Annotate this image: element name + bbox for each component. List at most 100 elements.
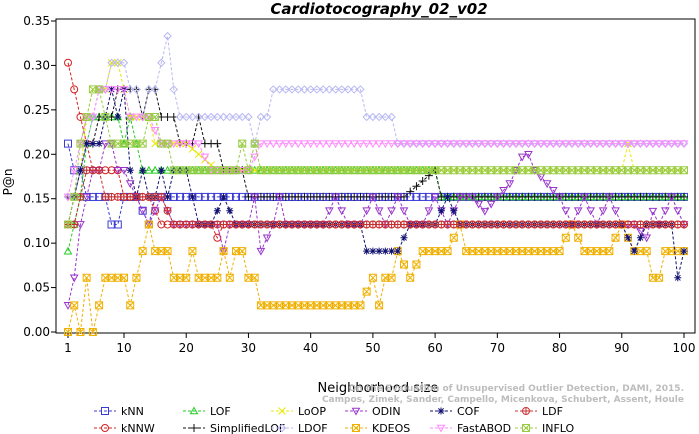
point-inflo-16: [163, 139, 172, 148]
point-cof-92: [636, 234, 644, 242]
point-simplifiedlof-24: [213, 139, 222, 148]
point-fastabod-52: [387, 140, 396, 149]
point-fastabod-69: [492, 140, 502, 149]
point-kdeos-4: [88, 328, 97, 336]
point-ldof-47: [356, 85, 365, 94]
point-cof-54: [400, 234, 408, 242]
point-fastabod-18: [175, 140, 185, 149]
point-kdeos-9: [120, 273, 128, 282]
point-odin-63: [455, 193, 465, 202]
point-fastabod-61: [443, 140, 452, 149]
point-ldf-91: [630, 220, 639, 229]
point-fastabod-10: [125, 113, 135, 122]
point-ldof-8: [113, 58, 122, 67]
point-fastabod-8: [113, 86, 123, 94]
point-ldof-40: [312, 85, 322, 94]
point-simplifiedlof-58: [424, 171, 433, 180]
point-fastabod-46: [349, 140, 359, 149]
point-fastabod-20: [188, 140, 197, 149]
point-kdeos-5: [95, 301, 104, 310]
point-ldf-93: [642, 220, 651, 229]
point-loop-21: [194, 150, 203, 159]
point-inflo-14: [151, 112, 160, 121]
y-tick-label-0: 0.00: [23, 325, 50, 339]
point-fastabod-64: [461, 140, 471, 149]
point-ldof-17: [169, 85, 178, 94]
point-odin-52: [387, 207, 396, 216]
point-ldf-99: [680, 220, 689, 229]
point-ldf-72: [512, 220, 521, 229]
point-ldof-28: [238, 112, 247, 122]
point-kdeos-55: [406, 273, 415, 282]
point-ldof-22: [200, 112, 210, 122]
point-fastabod-34: [275, 140, 284, 149]
point-odin-54: [399, 207, 409, 216]
point-cof-90: [624, 234, 632, 242]
point-kdeos-62: [449, 233, 458, 242]
point-odin-1: [69, 274, 79, 283]
point-fastabod-28: [237, 166, 247, 175]
point-fastabod-74: [524, 140, 533, 149]
point-ldof-25: [219, 112, 228, 122]
point-fastabod-94: [648, 140, 658, 149]
point-fastabod-56: [412, 140, 421, 149]
legend-marker-knn: [101, 407, 109, 415]
point-cof-51: [381, 247, 389, 255]
series-inflo: [64, 85, 688, 229]
point-fastabod-7: [107, 86, 116, 94]
point-odin-2: [76, 221, 85, 230]
point-inflo-29: [244, 166, 253, 175]
point-odin-74: [524, 150, 533, 159]
point-ldof-48: [362, 112, 371, 122]
series-line-kdeos: [67, 222, 684, 333]
point-odin-79: [555, 193, 564, 202]
y-tick-label-3: 0.15: [23, 192, 50, 206]
point-knnw-1: [70, 85, 79, 94]
point-fastabod-68: [486, 140, 496, 149]
point-ldf-88: [611, 220, 620, 229]
point-fastabod-70: [499, 140, 508, 149]
point-cof-50: [375, 247, 383, 255]
point-fastabod-72: [511, 140, 521, 149]
point-odin-31: [256, 247, 266, 256]
point-fastabod-63: [455, 140, 465, 149]
point-odin-34: [275, 193, 284, 202]
y-tick-label-5: 0.25: [23, 103, 50, 117]
point-knnw-2: [76, 112, 85, 121]
x-tick-label-6: 60: [427, 341, 442, 355]
point-fastabod-9: [119, 86, 129, 94]
point-cof-48: [363, 247, 371, 255]
point-odin-88: [611, 207, 620, 216]
point-fastabod-32: [262, 140, 272, 149]
point-odin-71: [505, 180, 515, 189]
point-cof-25: [220, 193, 228, 201]
x-tick-label-1: 10: [116, 341, 131, 355]
point-fastabod-0: [63, 193, 73, 202]
point-fastabod-14: [150, 126, 160, 135]
point-ldof-18: [175, 112, 185, 122]
point-lof-16: [163, 165, 172, 174]
legend-marker-cof: [437, 407, 445, 415]
point-odin-10: [125, 180, 135, 189]
point-odin-48: [362, 207, 372, 216]
legend-marker-simplifiedlof: [190, 424, 198, 432]
point-cof-10: [126, 166, 134, 174]
point-fastabod-12: [138, 113, 148, 122]
point-cof-20: [188, 193, 196, 201]
point-fastabod-91: [629, 140, 639, 149]
point-odin-9: [119, 166, 129, 175]
point-ldof-29: [244, 112, 253, 122]
point-odin-66: [474, 200, 484, 209]
point-inflo-28: [238, 139, 247, 148]
point-kdeos-26: [225, 273, 234, 282]
credit-line-2: Campos, Zimek, Sander, Campello, Micenko…: [322, 395, 684, 405]
point-odin-42: [324, 207, 334, 216]
point-fastabod-99: [679, 140, 689, 149]
point-ldf-84: [586, 220, 595, 229]
point-knn-18: [176, 192, 184, 201]
point-kdeos-25: [219, 247, 228, 256]
point-ldof-23: [206, 112, 216, 122]
point-fastabod-49: [368, 140, 378, 149]
legend-label-lof: LOF: [210, 405, 231, 418]
x-tick-label-8: 80: [552, 341, 567, 355]
